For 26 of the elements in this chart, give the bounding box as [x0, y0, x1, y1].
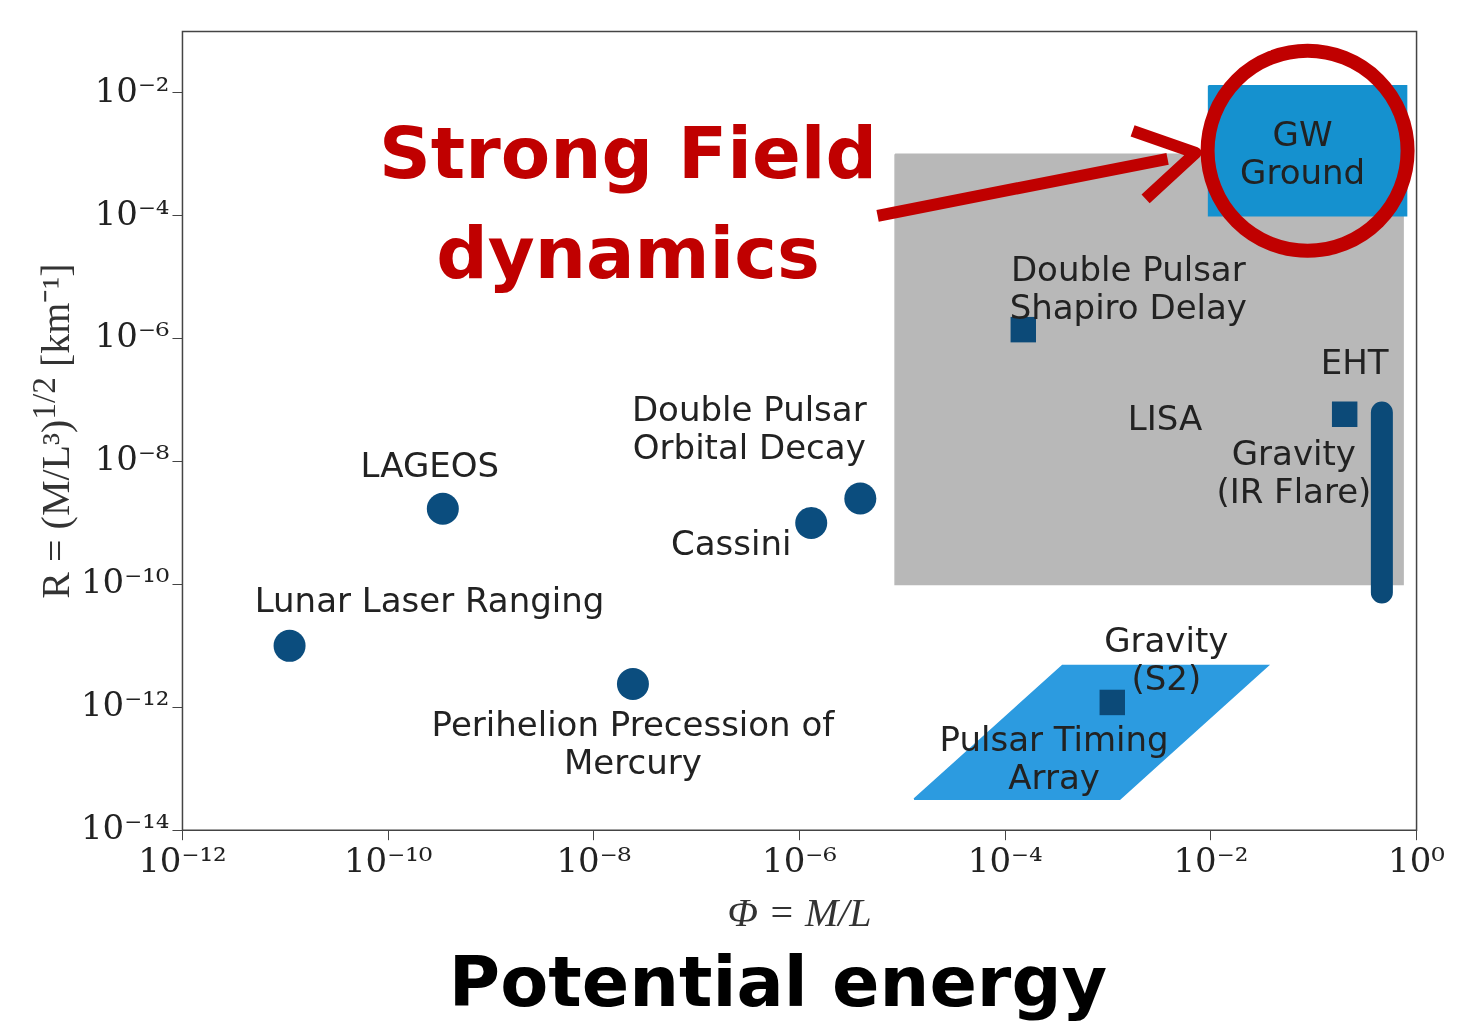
y-tick-label: 10⁻¹⁰	[80, 561, 170, 602]
series-label: LISA	[1127, 398, 1203, 439]
series-label: Double Pulsar Shapiro Delay	[1009, 249, 1247, 328]
series-label: Cassini	[671, 522, 792, 563]
series-label: EHT	[1320, 341, 1389, 382]
series-label: LAGEOS	[360, 444, 500, 485]
series-label: Gravity (S2)	[1104, 620, 1229, 699]
y-tick-label: 10⁻²	[94, 69, 170, 110]
x-tick-label: 10⁻¹⁰	[343, 840, 433, 881]
y-tick-label: 10⁻¹²	[80, 684, 170, 725]
x-tick-label: 10⁻⁶	[762, 840, 837, 881]
series-label: Gravity (IR Flare)	[1216, 433, 1372, 512]
y-tick-label: 10⁻⁸	[94, 438, 170, 479]
series-label: GW Ground	[1240, 113, 1366, 192]
y-tick-label: 10⁻⁶	[94, 315, 170, 356]
x-tick-label: 10⁰	[1388, 840, 1446, 881]
x-tick-label: 10⁻⁴	[967, 840, 1043, 881]
y-tick-label: 10⁻⁴	[94, 192, 170, 233]
x-tick-label: 10⁻²	[1173, 840, 1249, 881]
series-label: Double Pulsar Orbital Decay	[631, 389, 867, 468]
series-label: Lunar Laser Ranging	[254, 579, 605, 620]
x-axis-title: Φ = M/L	[727, 889, 872, 935]
x-tick-label: 10⁻⁸	[556, 840, 632, 881]
text: Potential energy	[447, 941, 1109, 1023]
series-label: Perihelion Precession of Mercury	[431, 703, 836, 782]
annotation: Strong Field dynamics	[378, 110, 878, 297]
